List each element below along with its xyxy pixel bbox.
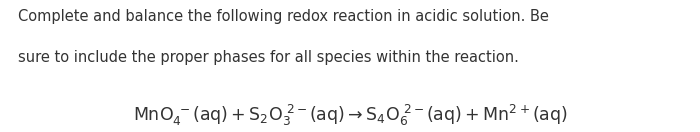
Text: $\mathregular{MnO_4^{\ -}(aq) + S_2O_3^{\ 2-}(aq) \rightarrow S_4O_6^{\ 2-}(aq) : $\mathregular{MnO_4^{\ -}(aq) + S_2O_3^{…: [132, 103, 568, 128]
Text: sure to include the proper phases for all species within the reaction.: sure to include the proper phases for al…: [18, 50, 519, 65]
Text: Complete and balance the following redox reaction in acidic solution. Be: Complete and balance the following redox…: [18, 9, 548, 24]
